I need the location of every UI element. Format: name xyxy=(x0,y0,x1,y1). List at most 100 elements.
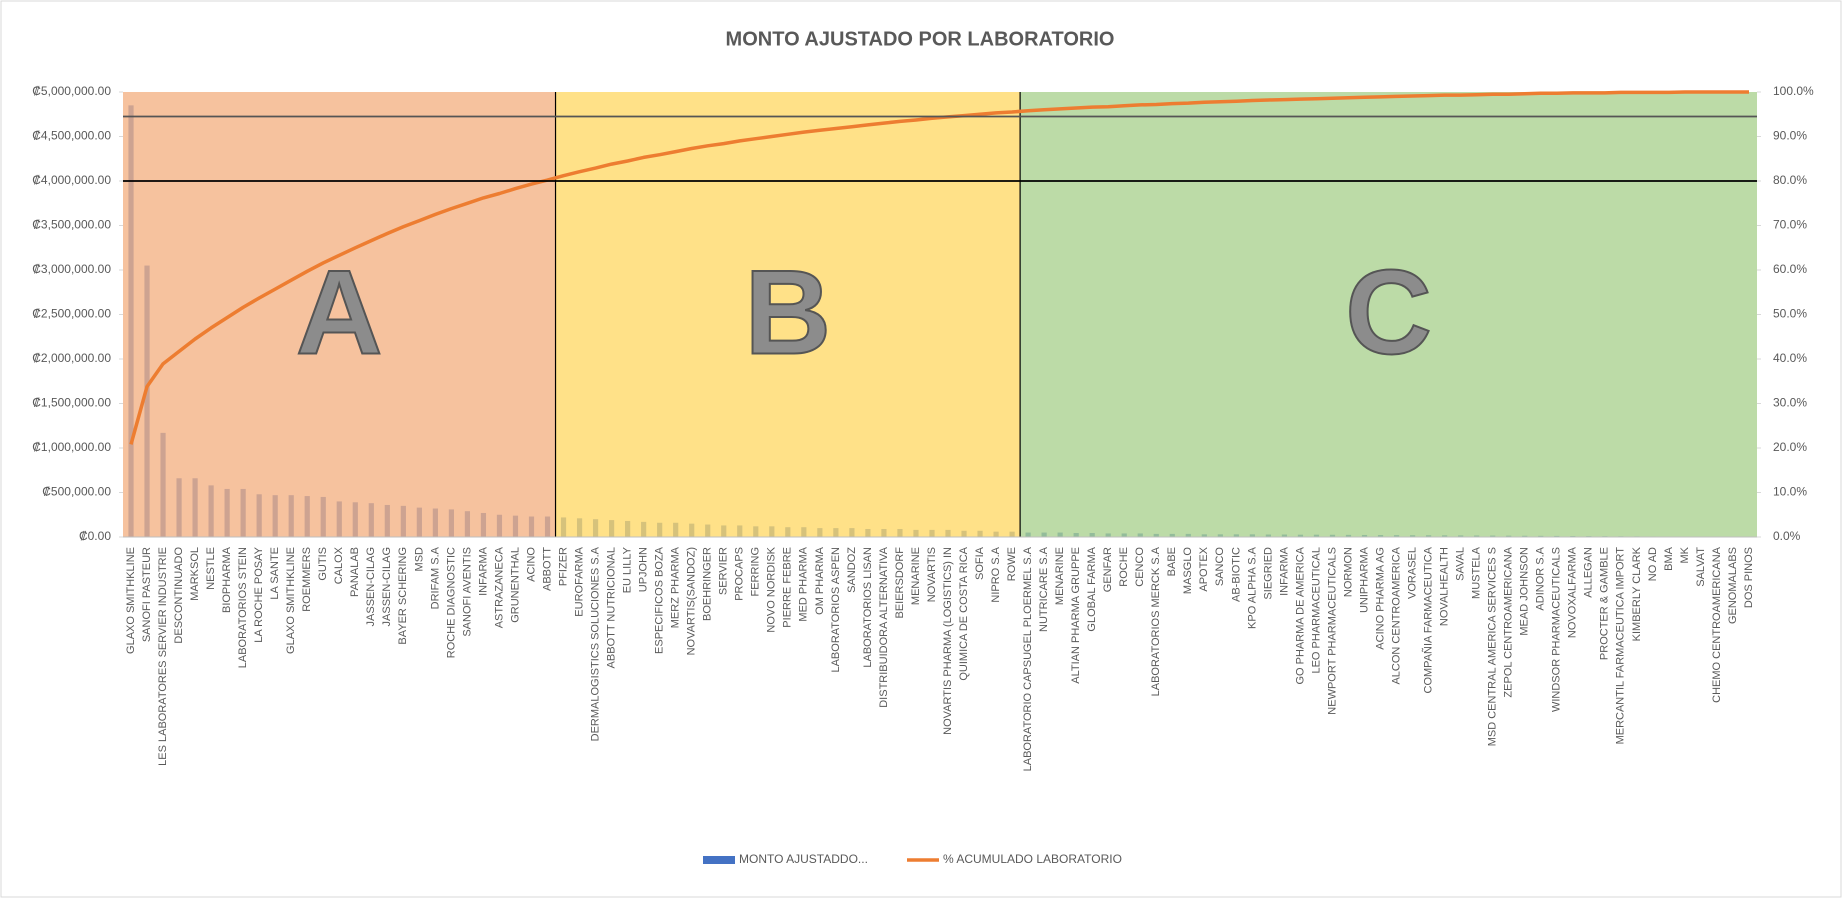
x-tick-label: APOTEX xyxy=(1198,546,1210,591)
x-tick-label: PANALAB xyxy=(349,547,361,597)
x-tick-label: ROCHE DIAGNOSTIC xyxy=(445,547,457,658)
x-tick-label: SANOFI AVENTIS xyxy=(461,547,473,637)
x-tick-label: LEO PHARMACEUTICAL xyxy=(1310,547,1322,674)
x-tick-label: DRIFAM S.A xyxy=(429,546,441,609)
y2-tick-label: 50.0% xyxy=(1773,307,1807,321)
legend-swatch xyxy=(703,856,735,864)
x-tick-label: BOEHRINGER xyxy=(702,547,714,621)
region-label: B xyxy=(744,246,831,380)
x-tick-label: NORMON xyxy=(1342,547,1354,597)
x-tick-label: CHEMO CENTROAMERICANA xyxy=(1711,546,1723,703)
x-tick-label: GENFAR xyxy=(1102,547,1114,592)
x-tick-label: ZEPOL CENTROAMERICANA xyxy=(1503,546,1515,697)
x-tick-label: MASGLO xyxy=(1182,547,1194,595)
x-tick-label: ROEMMERS xyxy=(301,547,313,612)
x-tick-label: ROWE xyxy=(1006,547,1018,581)
x-tick-label: SANDOZ xyxy=(846,547,858,593)
x-tick-label: ALLEGAN xyxy=(1583,547,1595,598)
x-tick-label: LABORATORIOS MERCK S.A xyxy=(1150,546,1162,696)
x-tick-label: ABBOTT xyxy=(541,547,553,591)
chart-title: MONTO AJUSTADO POR LABORATORIO xyxy=(726,28,1115,50)
x-tick-label: MUSTELA xyxy=(1471,546,1483,599)
legend-label: MONTO AJUSTADDO... xyxy=(739,852,868,866)
x-tick-label: NOVOXALFARMA xyxy=(1567,546,1579,638)
x-tick-label: KPO ALPHA S.A xyxy=(1246,546,1258,629)
x-tick-label: NOVARTIS xyxy=(926,547,938,602)
x-tick-label: NOVARTIS PHARMA (LOGISTICS) IN xyxy=(942,547,954,735)
x-tick-label: GRUNENTHAL xyxy=(509,547,521,623)
y2-tick-label: 100.0% xyxy=(1773,84,1814,98)
x-tick-label: SAVAL xyxy=(1455,547,1467,581)
x-tick-label: DISTRIBUIDORA ALTERNATIVA xyxy=(878,546,890,707)
x-tick-label: ESPECIFICOS BOZA xyxy=(654,546,666,654)
x-tick-label: SANOFI PASTEUR xyxy=(141,547,153,642)
y2-tick-label: 70.0% xyxy=(1773,218,1807,232)
y-tick-label: ₡0.00 xyxy=(79,529,111,543)
x-tick-label: LABORATORIOS LISAN xyxy=(862,547,874,668)
y2-tick-label: 0.0% xyxy=(1773,529,1801,543)
x-tick-label: GUTIS xyxy=(317,547,329,581)
y-tick-label: ₡3,000,000.00 xyxy=(32,262,111,276)
x-tick-label: JASSEN-CILAG xyxy=(381,547,393,626)
x-tick-label: GO PHARMA DE AMERICA xyxy=(1294,546,1306,684)
x-tick-label: LABORATORIOS STEIN xyxy=(237,547,249,668)
y-tick-label: ₡2,500,000.00 xyxy=(32,307,111,321)
x-tick-label: SIEGRIED xyxy=(1262,547,1274,600)
x-tick-label: VORASEL xyxy=(1407,547,1419,599)
x-tick-label: NOVO NORDISK xyxy=(766,546,778,632)
x-tick-label: COMPAÑIA FARMACEUTICA xyxy=(1422,546,1435,693)
y2-tick-label: 60.0% xyxy=(1773,262,1807,276)
x-tick-label: OM PHARMA xyxy=(814,546,826,615)
x-tick-label: ALCON CENTROAMERICA xyxy=(1391,546,1403,684)
x-tick-label: MED PHARMA xyxy=(798,546,810,621)
x-tick-label: BMA xyxy=(1663,546,1675,571)
x-tick-label: ASTRAZANECA xyxy=(493,546,505,628)
region xyxy=(123,92,556,537)
x-tick-label: PFIZER xyxy=(557,547,569,586)
x-tick-label: SOFIA xyxy=(974,546,986,580)
x-tick-label: NIPRO S.A xyxy=(990,546,1002,602)
x-tick-label: DERMALOGISTICS SOLUCIONES S.A xyxy=(590,546,602,741)
x-tick-label: PROCAPS xyxy=(734,547,746,601)
x-tick-label: ADINOR S.A xyxy=(1535,546,1547,610)
x-tick-label: LABORATORIO CAPSUGEL PLOERMEL S.A xyxy=(1022,546,1034,771)
x-tick-label: UNIPHARMA xyxy=(1358,546,1370,613)
y-tick-label: ₡3,500,000.00 xyxy=(32,218,111,232)
x-tick-label: SANCO xyxy=(1214,547,1226,587)
y2-tick-label: 40.0% xyxy=(1773,351,1807,365)
x-tick-label: DESCONTINUADO xyxy=(173,547,185,644)
y2-tick-label: 80.0% xyxy=(1773,173,1807,187)
y-tick-label: ₡500,000.00 xyxy=(42,485,111,499)
x-tick-label: EUROFARMA xyxy=(574,546,586,616)
x-tick-label: SERVIER xyxy=(718,547,730,595)
y2-tick-label: 90.0% xyxy=(1773,129,1807,143)
x-tick-label: ROCHE xyxy=(1118,547,1130,587)
x-tick-label: MERZ PHARMA xyxy=(670,546,682,628)
y-tick-label: ₡1,000,000.00 xyxy=(32,440,111,454)
region xyxy=(555,92,1021,537)
x-tick-label: FERRING xyxy=(750,547,762,597)
x-tick-label: NO AD xyxy=(1647,547,1659,581)
region-label: C xyxy=(1345,246,1432,380)
x-tick-label: SALVAT xyxy=(1695,547,1707,587)
x-tick-label: QUIMICA DE COSTA RICA xyxy=(958,546,970,680)
y-tick-label: ₡4,000,000.00 xyxy=(32,173,111,187)
x-tick-label: GLAXO SMITHKLINE xyxy=(125,547,137,654)
x-tick-label: AB-BIOTIC xyxy=(1230,547,1242,602)
x-tick-label: NOVARTIS(SANDOZ) xyxy=(686,547,698,655)
y-tick-label: ₡1,500,000.00 xyxy=(32,396,111,410)
y-tick-label: ₡2,000,000.00 xyxy=(32,351,111,365)
x-tick-label: CALOX xyxy=(333,546,345,584)
region xyxy=(1020,92,1757,537)
x-tick-label: MSD CENTRAL AMERICA SERVICES S xyxy=(1487,547,1499,746)
x-tick-label: ACINO xyxy=(525,547,537,582)
x-tick-label: MENARINE xyxy=(1054,547,1066,605)
y2-tick-label: 30.0% xyxy=(1773,396,1807,410)
x-tick-label: WINDSOR PHARMACEUTICALS xyxy=(1551,547,1563,712)
x-tick-label: MSD xyxy=(413,547,425,572)
x-tick-label: MENARINE xyxy=(910,547,922,605)
y-tick-label: ₡5,000,000.00 xyxy=(32,84,111,98)
x-tick-label: MK xyxy=(1679,546,1691,563)
x-tick-label: NUTRICARE S.A xyxy=(1038,546,1050,632)
